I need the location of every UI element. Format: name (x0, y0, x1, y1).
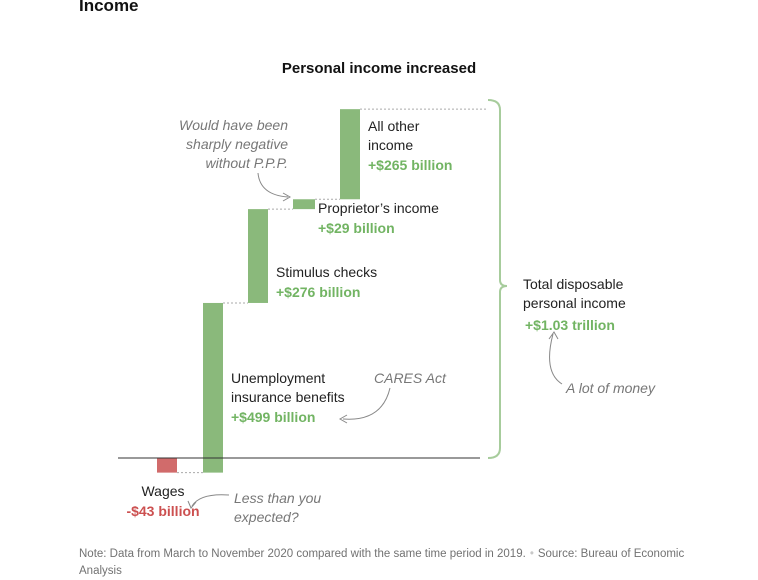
bar-label-value: +$265 billion (368, 157, 452, 173)
footnote: Note: Data from March to November 2020 c… (79, 546, 699, 580)
annotations: Would have been sharply negative without P… (179, 117, 656, 525)
annotation-wages: expected? (234, 509, 299, 525)
bar-labels: Wages -$43 billion Unemployment insurance b… (126, 118, 626, 519)
wages-arrow (191, 494, 230, 507)
annotation-wages: Less than you (234, 490, 321, 506)
annotation-ppp: Would have been (179, 117, 288, 133)
cares-arrowhead (338, 414, 348, 424)
ppp-arrowhead (282, 192, 292, 202)
annotation-cares: CARES Act (374, 370, 447, 386)
bar-label-name: Proprietor’s income (318, 200, 439, 216)
connector-lines (177, 108, 486, 474)
total-arrow (549, 333, 563, 385)
footnote-note: Note: Data from March to November 2020 c… (79, 548, 526, 560)
separator-dot: • (529, 548, 534, 560)
total-label-name: Total disposable (523, 276, 624, 292)
bars (157, 109, 360, 473)
bar-0 (157, 458, 177, 473)
chart-title: Personal income increased (282, 60, 476, 77)
bar-label-value: -$43 billion (126, 503, 199, 519)
annotation-ppp: sharply negative (186, 136, 288, 152)
ppp-arrow (257, 172, 289, 198)
waterfall-chart: Income Personal income increased Wages -$… (79, 0, 656, 525)
annotation-arrows (187, 172, 563, 509)
bar-label-name: All other (368, 118, 420, 134)
bar-label-name: insurance benefits (231, 389, 345, 405)
bar-label-value: +$499 billion (231, 409, 315, 425)
annotation-total: A lot of money (565, 380, 656, 396)
total-label-name: personal income (523, 295, 626, 311)
section-heading: Income (79, 0, 139, 15)
bar-1 (203, 302, 223, 473)
bar-label-name: Stimulus checks (276, 264, 377, 280)
annotation-ppp: without P.P.P. (205, 155, 288, 171)
total-arrowhead (548, 331, 559, 340)
bar-2 (248, 209, 268, 303)
bar-label-value: +$276 billion (276, 284, 360, 300)
bar-3 (293, 199, 315, 210)
bar-label-name: Wages (141, 483, 184, 499)
bar-4 (340, 109, 360, 200)
bar-label-value: +$29 billion (318, 220, 395, 236)
bar-label-name: Unemployment (231, 370, 325, 386)
total-label-value: +$1.03 trillion (525, 317, 615, 333)
total-bracket (487, 99, 508, 459)
cares-arrow (342, 387, 391, 420)
wages-arrowhead (187, 500, 197, 509)
footnote-source: Source: Bureau of Economic Analysis (79, 548, 685, 577)
bar-label-name: income (368, 137, 413, 153)
